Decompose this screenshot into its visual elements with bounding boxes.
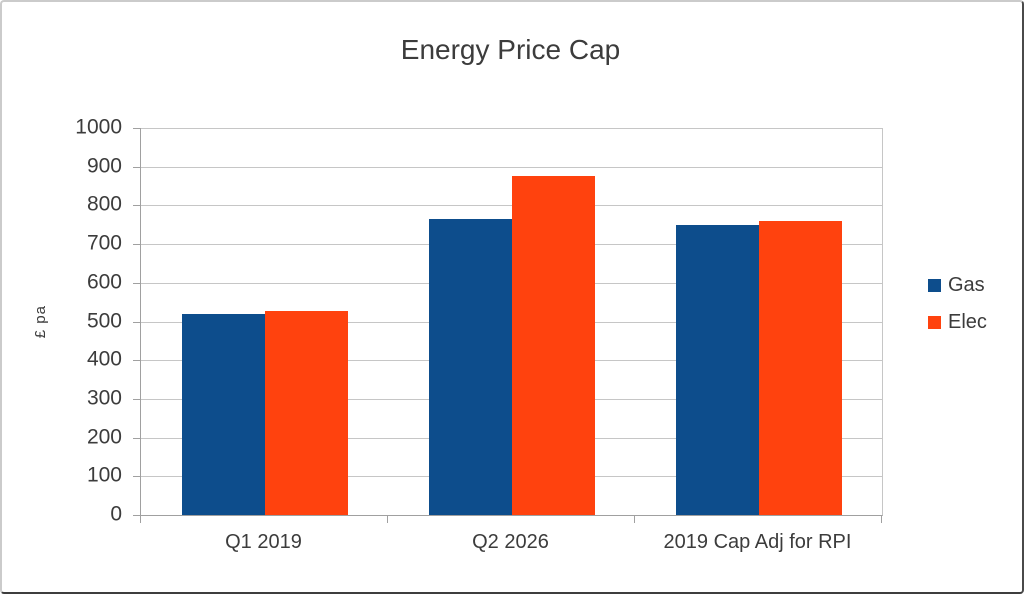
chart-title: Energy Price Cap (400, 34, 621, 65)
y-axis-tick-label: 500 (86, 309, 122, 333)
y-axis-tick-label: 200 (86, 425, 122, 449)
y-axis-tick-mark (133, 205, 141, 207)
y-axis-tick-mark (133, 321, 141, 323)
x-axis-tick-mark (881, 515, 882, 523)
x-axis-category-label: Q1 2019 (225, 531, 302, 553)
y-axis-tick-label: 700 (86, 231, 122, 255)
x-axis-category-label: Q2 2026 (472, 531, 549, 553)
y-axis-tick-mark (133, 476, 141, 478)
bar-groups (141, 128, 882, 515)
bar-group (635, 128, 882, 515)
y-axis-tick-mark (133, 244, 141, 246)
x-axis-tick-mark (140, 515, 141, 523)
bar-gas (675, 224, 759, 515)
bar-group (141, 128, 388, 515)
bar-gas (181, 313, 265, 515)
legend-swatch-icon (928, 316, 941, 329)
gridline (141, 166, 882, 168)
y-axis-tick-label: 100 (86, 463, 122, 487)
legend-label: Gas (948, 274, 985, 296)
bar-elec (758, 220, 842, 515)
y-axis-tick-mark (133, 166, 141, 168)
bar-elec (511, 176, 595, 515)
y-axis-tick-label: 300 (86, 386, 122, 410)
bar-elec (264, 311, 348, 515)
legend-item-gas: Gas (928, 274, 987, 297)
y-axis-tick-label: 400 (86, 347, 122, 371)
legend-label: Elec (948, 311, 987, 333)
legend-swatch-icon (928, 279, 941, 292)
gridline (141, 128, 882, 129)
y-axis-tick-mark (133, 360, 141, 362)
y-axis-tick-label: 900 (86, 154, 122, 178)
bar-gas (428, 218, 512, 515)
plot-area (133, 128, 883, 523)
bar-group (388, 128, 635, 515)
y-axis-tick-label: 600 (86, 270, 122, 294)
y-axis-tick-label: 1000 (75, 115, 122, 139)
x-axis-labels: Q1 2019 Q2 2026 2019 Cap Adj for RPI (140, 531, 881, 554)
x-axis-tick-mark (633, 515, 635, 523)
legend-item-elec: Elec (928, 311, 987, 334)
x-axis-category-label: 2019 Cap Adj for RPI (663, 531, 852, 553)
y-axis-tick-mark (133, 128, 141, 129)
y-axis-tick-mark (133, 398, 141, 400)
y-axis-labels: 1000 900 800 700 600 500 400 300 200 100 0 (2, 116, 130, 526)
y-axis-tick-mark (133, 437, 141, 439)
x-axis-tick-mark (386, 515, 388, 523)
y-axis-tick-mark (133, 515, 141, 516)
y-axis-tick-mark (133, 282, 141, 284)
legend: Gas Elec (928, 274, 987, 334)
y-axis-tick-label: 0 (110, 502, 122, 526)
y-axis-tick-label: 800 (86, 192, 122, 216)
